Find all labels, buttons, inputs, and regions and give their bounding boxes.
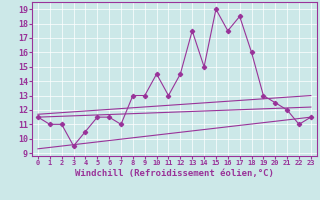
X-axis label: Windchill (Refroidissement éolien,°C): Windchill (Refroidissement éolien,°C) (75, 169, 274, 178)
